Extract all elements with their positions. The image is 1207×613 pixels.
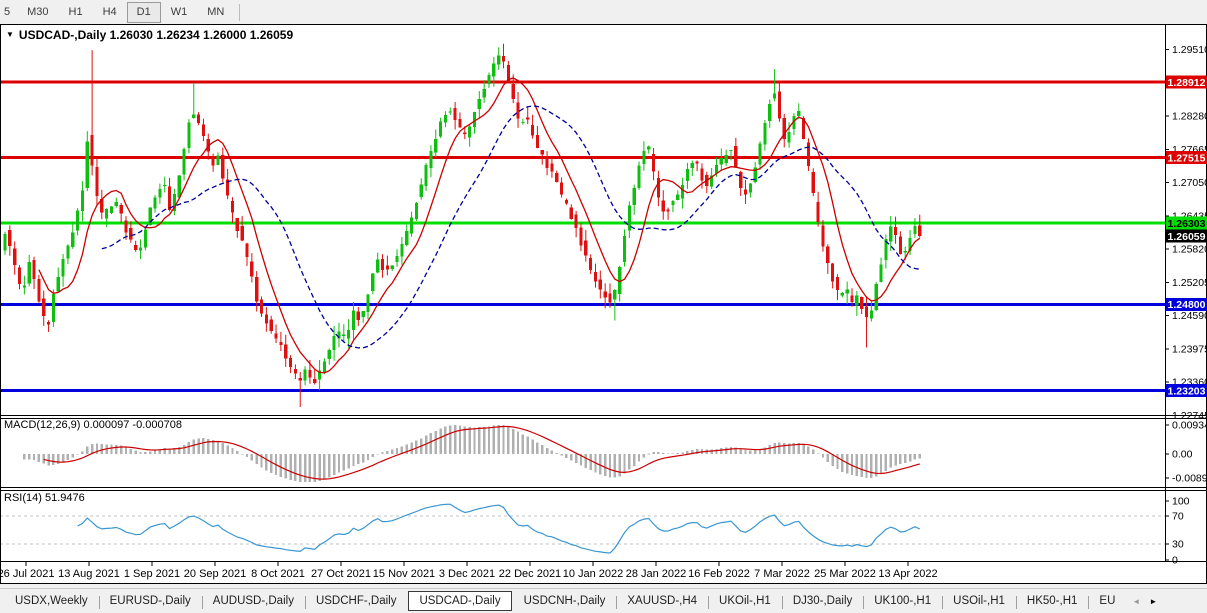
date-axis-label: 15 Nov 2021	[373, 568, 435, 580]
symbol-tab-audusd-daily[interactable]: AUDUSD-,Daily	[201, 591, 305, 611]
symbol-tab-usoil-h1[interactable]: USOil-,H1	[942, 591, 1016, 611]
chart-title-text: USDCAD-,Daily 1.26030 1.26234 1.26000 1.…	[18, 28, 294, 42]
timeframe-button-h4[interactable]: H4	[102, 5, 117, 18]
symbol-tab-xauusd-h4[interactable]: XAUUSD-,H4	[616, 591, 708, 611]
date-axis-label: 8 Oct 2021	[251, 568, 305, 580]
date-axis-label: 26 Jul 2021	[0, 568, 54, 580]
tab-scroll-controls: ◄ ►	[1128, 597, 1161, 606]
symbol-tab-uk100-h1[interactable]: UK100-,H1	[863, 591, 942, 611]
price-axis-tick: 1.25820	[1172, 244, 1207, 256]
rsi-axis-tick: 30	[1172, 539, 1184, 551]
chart-tabs-bar: USDX,Weekly EURUSD-,Daily AUDUSD-,Daily USD…	[0, 588, 1207, 613]
price-axis-tick: 1.27050	[1172, 177, 1207, 189]
tab-scroll-right-icon[interactable]: ►	[1149, 596, 1158, 606]
chart-menu-arrow-icon[interactable]: ▼	[6, 30, 14, 39]
price-axis-tick: 1.29510	[1172, 44, 1207, 56]
date-axis-label: 7 Mar 2022	[754, 568, 810, 580]
chart-canvas[interactable]: 1.295101.282801.276651.270501.264351.258…	[0, 24, 1207, 584]
timeframe-button-5[interactable]: 5	[4, 5, 11, 18]
price-axis-tick: 1.24590	[1172, 310, 1207, 322]
timeframe-button-d1[interactable]: D1	[126, 1, 161, 23]
date-axis-label: 13 Aug 2021	[58, 568, 120, 580]
symbol-tab-usdcad-daily[interactable]: USDCAD-,Daily	[408, 591, 512, 611]
chart-window: ▼ USDCAD-,Daily 1.26030 1.26234 1.26000 …	[0, 24, 1207, 584]
macd-axis-tick: 0.009345	[1172, 420, 1207, 432]
symbol-tab-usdx-weekly[interactable]: USDX,Weekly	[15, 595, 88, 607]
rsi-axis-tick: 70	[1172, 511, 1184, 523]
date-axis-label: 27 Oct 2021	[311, 568, 371, 580]
symbol-tab-usdchf-daily[interactable]: USDCHF-,Daily	[304, 591, 408, 611]
price-level-badge	[1166, 297, 1207, 311]
rsi-axis-tick: 100	[1172, 496, 1190, 508]
price-level-badge	[1166, 151, 1207, 165]
price-level-badge	[1166, 216, 1207, 230]
date-axis-label: 1 Sep 2021	[124, 568, 180, 580]
timeframe-toolbar: 5 M30 H1 H4 D1 W1 MN	[0, 0, 1207, 24]
tab-scroll-left-icon[interactable]: ◄	[1132, 596, 1141, 606]
symbol-tab-hk50-h1[interactable]: HK50-,H1	[1015, 591, 1089, 611]
timeframe-button-m30[interactable]: M30	[27, 5, 49, 18]
date-axis-label: 13 Apr 2022	[878, 568, 937, 580]
date-axis-label: 16 Feb 2022	[688, 568, 750, 580]
symbol-tab-ukoil-h1[interactable]: UKOil-,H1	[708, 591, 782, 611]
rsi-axis-tick: 0	[1172, 555, 1178, 567]
toolbar-separator	[239, 3, 241, 21]
date-axis-label: 20 Sep 2021	[184, 568, 246, 580]
symbol-tab-eurusd-daily[interactable]: EURUSD-,Daily	[98, 591, 202, 611]
chart-title: ▼ USDCAD-,Daily 1.26030 1.26234 1.26000 …	[6, 28, 293, 42]
timeframe-button-h1[interactable]: H1	[68, 5, 83, 18]
price-axis-tick: 1.23975	[1172, 343, 1207, 355]
price-level-badge	[1166, 229, 1207, 243]
date-axis-label: 22 Dec 2021	[499, 568, 561, 580]
timeframe-button-mn[interactable]: MN	[207, 5, 225, 18]
price-axis-tick: 1.25205	[1172, 277, 1207, 289]
date-axis-label: 3 Dec 2021	[439, 568, 495, 580]
price-level-badge-text: 1.26303	[1168, 218, 1206, 230]
price-level-badge-text: 1.27515	[1168, 152, 1206, 164]
price-axis-tick: 1.28280	[1172, 111, 1207, 123]
macd-axis-tick: -0.008902	[1172, 473, 1207, 485]
price-axis-tick: 1.22745	[1172, 410, 1207, 422]
date-axis-label: 28 Jan 2022	[626, 568, 687, 580]
date-axis-label: 25 Mar 2022	[814, 568, 876, 580]
macd-indicator-label: MACD(12,26,9) 0.000097 -0.000708	[4, 419, 182, 431]
price-level-badge-text: 1.28912	[1168, 77, 1206, 89]
symbol-tab-dj30-daily[interactable]: DJ30-,Daily	[781, 591, 863, 611]
date-axis-label: 10 Jan 2022	[563, 568, 624, 580]
price-level-badge-text: 1.26059	[1168, 231, 1206, 243]
price-level-badge-text: 1.24800	[1168, 299, 1206, 311]
rsi-indicator-label: RSI(14) 51.9476	[4, 492, 85, 504]
price-level-badge	[1166, 384, 1207, 398]
timeframe-button-w1[interactable]: W1	[170, 5, 188, 18]
macd-axis-tick: 0.00	[1172, 449, 1193, 461]
price-level-badge	[1166, 75, 1207, 89]
symbol-tab-usdcnh-daily[interactable]: USDCNH-,Daily	[523, 595, 606, 607]
symbol-tab-eu[interactable]: EU	[1088, 591, 1126, 611]
price-level-badge-text: 1.23203	[1168, 385, 1206, 397]
